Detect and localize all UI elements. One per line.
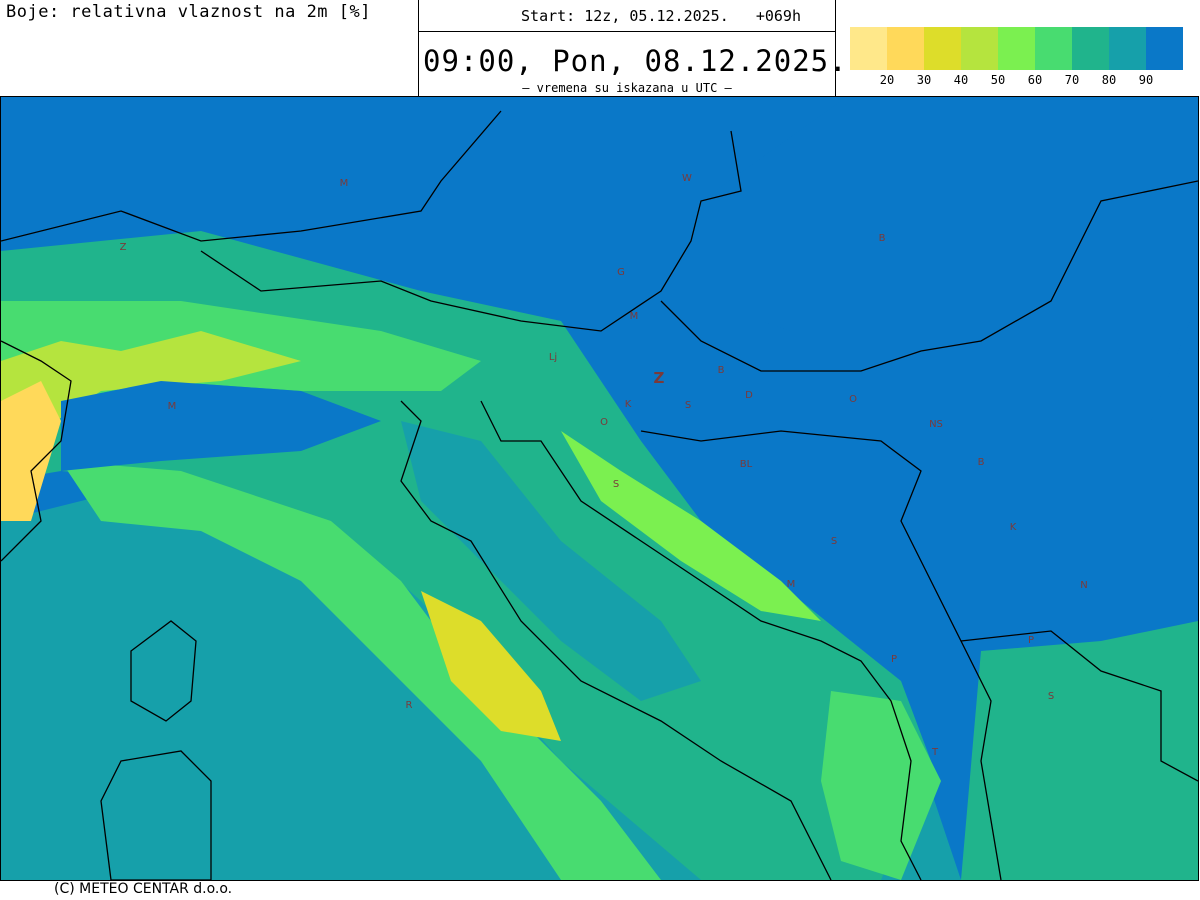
color-legend: 20 30 40 50 60 70 80 90 <box>850 27 1183 88</box>
city-label: Z <box>654 369 665 387</box>
city-label: S <box>613 479 619 490</box>
legend-swatch <box>850 27 887 70</box>
city-label: O <box>600 417 608 428</box>
city-label: S <box>685 400 691 411</box>
city-label: M <box>168 401 177 412</box>
legend-swatch <box>998 27 1035 70</box>
city-label: S <box>1048 691 1054 702</box>
legend-swatch <box>1072 27 1109 70</box>
city-label: N <box>1080 580 1087 591</box>
city-label: BL <box>740 459 753 470</box>
legend-tick-label: 50 <box>990 73 1006 87</box>
legend-ticks: 20 30 40 50 60 70 80 90 <box>850 70 1183 88</box>
legend-swatches <box>850 27 1183 70</box>
city-label: P <box>891 654 897 665</box>
field-title: Boje: relativna vlaznost na 2m [%] <box>6 2 371 22</box>
city-label: K <box>625 399 632 410</box>
legend-tick-label: 20 <box>879 73 895 87</box>
legend-swatch <box>1146 27 1183 70</box>
legend-tick-label: 60 <box>1027 73 1043 87</box>
city-label: M <box>787 579 796 590</box>
city-label: O <box>849 394 857 405</box>
city-label: S <box>831 536 837 547</box>
city-label: P <box>1028 635 1034 646</box>
city-label: B <box>718 365 725 376</box>
city-label: R <box>406 700 413 711</box>
city-label: B <box>978 457 985 468</box>
city-label: K <box>1010 522 1017 533</box>
city-label: M <box>340 178 349 189</box>
run-start-info: Start: 12z, 05.12.2025. +069h <box>521 7 801 25</box>
humidity-fields <box>1 101 1198 880</box>
city-label: B <box>879 233 886 244</box>
city-label: D <box>745 390 753 401</box>
city-label: G <box>617 267 625 278</box>
legend-tick-label: 70 <box>1064 73 1080 87</box>
forecast-time-box: Start: 12z, 05.12.2025. +069h 09:00, Pon… <box>418 0 847 96</box>
valid-time: 09:00, Pon, 08.12.2025. <box>423 44 848 78</box>
legend-swatch <box>887 27 924 70</box>
legend-tick-label: 40 <box>953 73 969 87</box>
humidity-map: M W B Z G M Lj Z B D O K S O M NS B BL S K S N M P P S R T <box>0 96 1199 881</box>
legend-tick-label: 90 <box>1138 73 1154 87</box>
borders-coastlines <box>1 110 1198 880</box>
legend-tick-label: 80 <box>1101 73 1117 87</box>
legend-swatch <box>924 27 961 70</box>
city-label: M <box>630 311 639 322</box>
legend-tick-label: 30 <box>916 73 932 87</box>
city-label: Lj <box>549 352 557 363</box>
city-label: W <box>682 173 692 184</box>
city-label: T <box>931 747 939 758</box>
legend-swatch <box>1035 27 1072 70</box>
divider <box>419 31 835 32</box>
copyright: (C) METEO CENTAR d.o.o. <box>54 881 233 897</box>
utc-note: – vremena su iskazana u UTC – <box>522 81 732 95</box>
legend-swatch <box>961 27 998 70</box>
city-labels: M W B Z G M Lj Z B D O K S O M NS B BL S K S N M P P S R T <box>120 173 1088 758</box>
legend-swatch <box>1109 27 1146 70</box>
city-label: Z <box>120 242 127 253</box>
map-canvas: M W B Z G M Lj Z B D O K S O M NS B BL S K S N M P P S R T <box>1 97 1198 880</box>
city-label: NS <box>929 419 943 430</box>
